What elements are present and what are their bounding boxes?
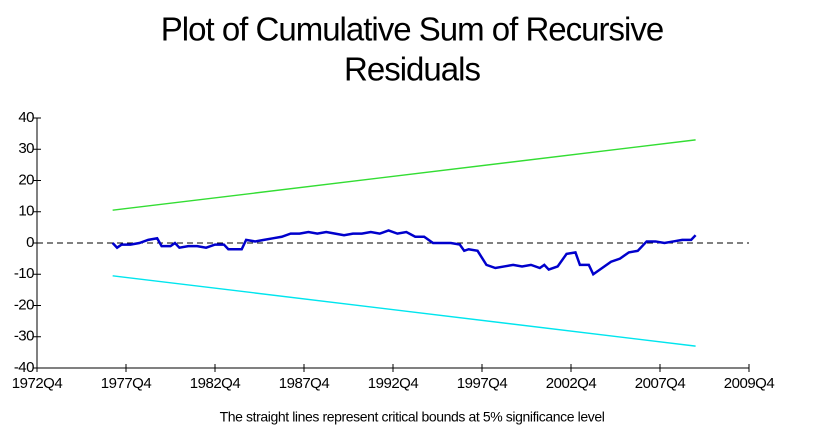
y-tick-label: 10 xyxy=(18,203,34,220)
x-tick-label: 2009Q4 xyxy=(724,375,775,392)
x-tick-label: 1972Q4 xyxy=(12,375,63,392)
note: The straight lines represent critical bo… xyxy=(220,409,605,425)
line xyxy=(112,139,696,211)
chart-title: Plot of Cumulative Sum of Recursive xyxy=(161,11,663,48)
line xyxy=(111,229,697,277)
y-tick-label: 20 xyxy=(18,171,34,188)
y-tick-label: -10 xyxy=(14,265,34,282)
y-tick-label: -30 xyxy=(14,328,34,345)
y-tick-label: 30 xyxy=(18,140,34,157)
line xyxy=(112,275,696,347)
y-tick-label: 0 xyxy=(26,234,34,251)
y-tick-label: 40 xyxy=(18,109,34,126)
y-tick-label: -20 xyxy=(14,296,34,313)
x-tick-label: 1987Q4 xyxy=(279,375,330,392)
x-tick-label: 1982Q4 xyxy=(190,375,241,392)
x-tick-label: 2002Q4 xyxy=(546,375,597,392)
y-tick-label: -40 xyxy=(14,359,34,376)
x-tick-label: 2007Q4 xyxy=(635,375,686,392)
x-tick-label: 1992Q4 xyxy=(368,375,419,392)
x-tick-label: 1997Q4 xyxy=(457,375,508,392)
chart-title: Residuals xyxy=(344,51,480,88)
x-tick-label: 1977Q4 xyxy=(101,375,152,392)
